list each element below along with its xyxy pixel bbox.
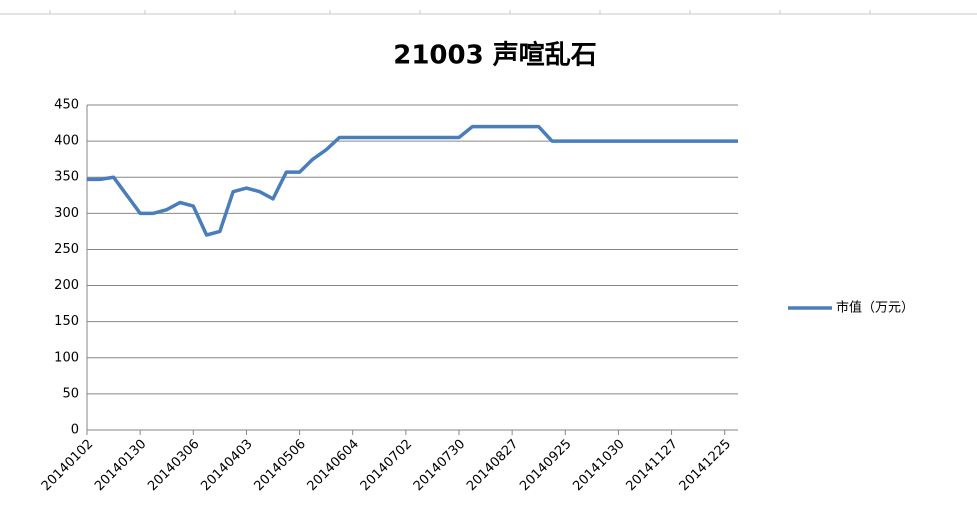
y-tick-label: 200 — [54, 278, 79, 293]
chart-title: 21003 声喧乱石 — [393, 40, 597, 71]
y-tick-label: 150 — [54, 314, 79, 329]
sheet-border — [0, 10, 977, 15]
y-tick-label: 400 — [54, 134, 79, 149]
y-tick-label: 350 — [54, 170, 79, 185]
y-tick-label: 300 — [54, 206, 79, 221]
y-tick-label: 0 — [71, 423, 79, 438]
series-line — [87, 124, 738, 237]
y-tick-label: 50 — [62, 386, 79, 401]
y-tick-label: 450 — [54, 98, 79, 113]
y-tick-label: 250 — [54, 242, 79, 257]
legend-label: 市值（万元） — [836, 300, 914, 316]
y-tick-label: 100 — [54, 350, 79, 365]
